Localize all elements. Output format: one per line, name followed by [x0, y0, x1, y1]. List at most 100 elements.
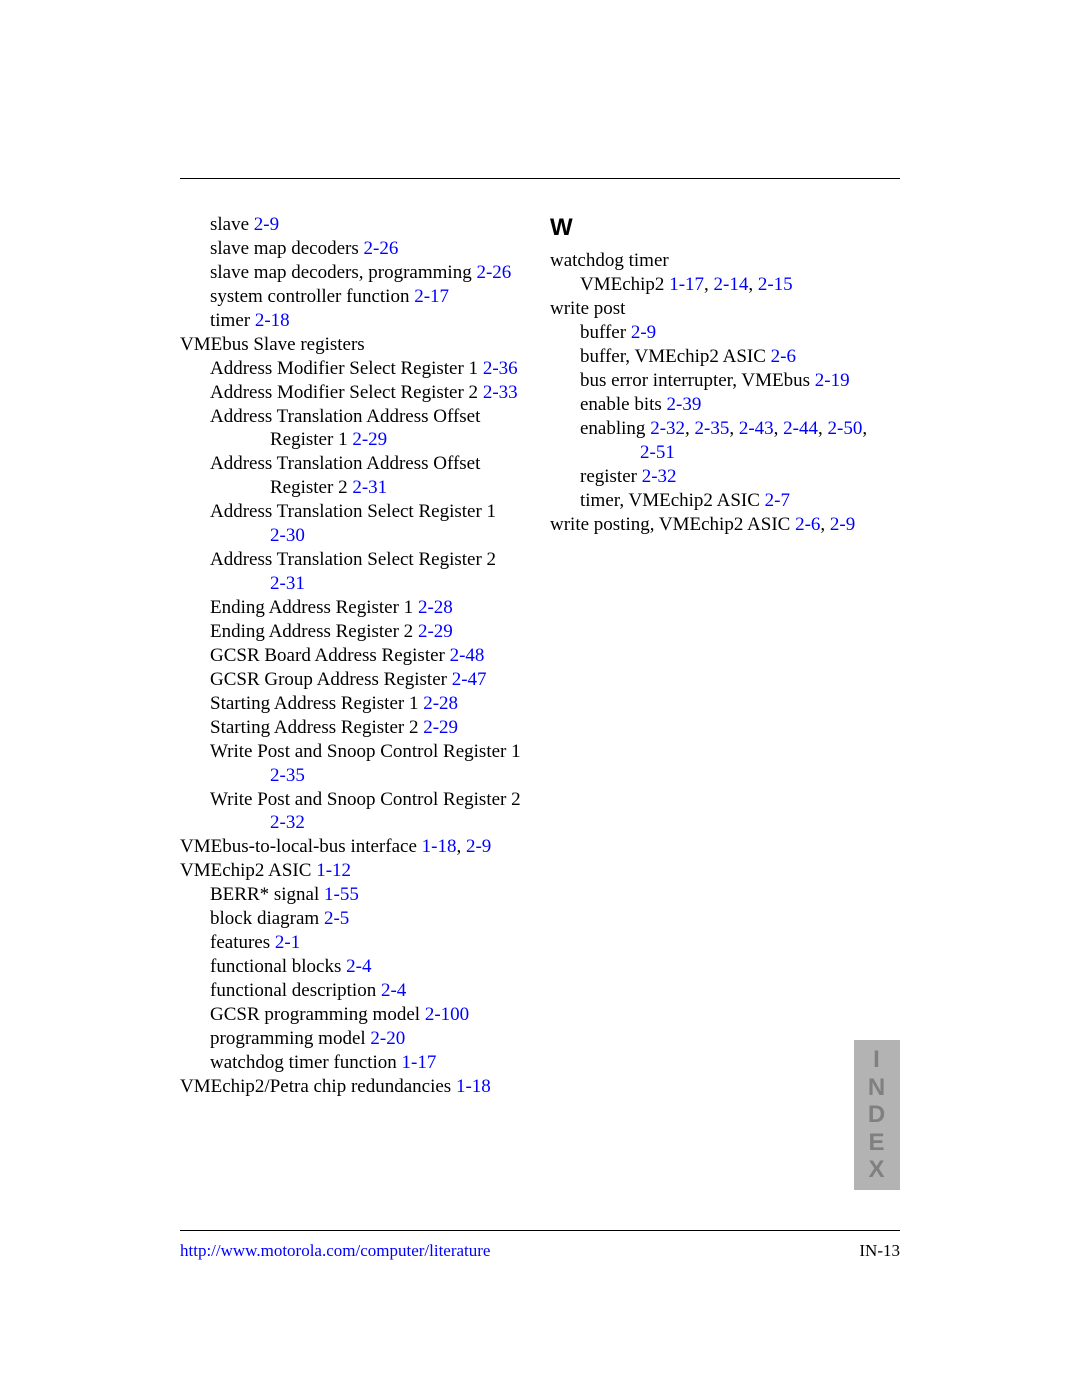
page-ref-link[interactable]: 2-32: [270, 812, 305, 833]
index-text: ,: [818, 418, 828, 439]
page-ref-link[interactable]: 2-26: [476, 262, 511, 283]
index-text: features: [210, 932, 275, 953]
index-entry: Address Translation Address Offset: [210, 405, 530, 429]
page-ref-link[interactable]: 1-12: [316, 860, 351, 881]
index-tab-letter: N: [868, 1074, 886, 1102]
page-ref-link[interactable]: 2-6: [771, 346, 796, 367]
page-ref-link[interactable]: 2-6: [795, 514, 820, 535]
index-entry: Starting Address Register 1 2-28: [210, 692, 530, 716]
page-ref-link[interactable]: 2-47: [452, 669, 487, 690]
page-ref-link[interactable]: 2-4: [381, 980, 406, 1001]
index-text: functional description: [210, 980, 381, 1001]
page-ref-link[interactable]: 2-7: [765, 490, 790, 511]
index-text: Write Post and Snoop Control Register 2: [210, 789, 521, 810]
index-text: Address Translation Address Offset: [210, 406, 480, 427]
index-entry: functional description 2-4: [210, 979, 530, 1003]
index-text: Starting Address Register 2: [210, 717, 423, 738]
index-text: enable bits: [580, 394, 667, 415]
page-ref-link[interactable]: 2-28: [423, 693, 458, 714]
page-ref-link[interactable]: 2-30: [270, 525, 305, 546]
index-text: ,: [456, 836, 466, 857]
footer-url[interactable]: http://www.motorola.com/computer/literat…: [180, 1241, 490, 1261]
index-entry: Starting Address Register 2 2-29: [210, 716, 530, 740]
page-ref-link[interactable]: 2-18: [255, 310, 290, 331]
page-ref-link[interactable]: 2-9: [830, 514, 855, 535]
index-text: Ending Address Register 1: [210, 597, 418, 618]
page-ref-link[interactable]: 2-20: [370, 1028, 405, 1049]
page-ref-link[interactable]: 2-29: [352, 429, 387, 450]
index-column-left: slave 2-9slave map decoders 2-26slave ma…: [180, 213, 530, 1099]
page-ref-link[interactable]: 2-31: [352, 477, 387, 498]
page-ref-link[interactable]: 2-39: [667, 394, 702, 415]
index-entry: block diagram 2-5: [210, 907, 530, 931]
index-entry: timer, VMEchip2 ASIC 2-7: [580, 489, 900, 513]
page-ref-link[interactable]: 2-17: [414, 286, 449, 307]
index-entry: Address Translation Address Offset: [210, 452, 530, 476]
page-ref-link[interactable]: 2-31: [270, 573, 305, 594]
index-tab-letter: X: [868, 1156, 885, 1184]
rule-bottom: [180, 1230, 900, 1231]
page-ref-link[interactable]: 2-35: [695, 418, 730, 439]
index-section-heading: W: [550, 213, 900, 243]
index-entry: slave map decoders, programming 2-26: [210, 261, 530, 285]
page-ref-link[interactable]: 2-19: [815, 370, 850, 391]
page-ref-link[interactable]: 2-29: [423, 717, 458, 738]
page-ref-link[interactable]: 2-9: [631, 322, 656, 343]
page-ref-link[interactable]: 2-50: [828, 418, 863, 439]
page-ref-link[interactable]: 1-55: [324, 884, 359, 905]
index-entry: BERR* signal 1-55: [210, 883, 530, 907]
index-text: Address Translation Select Register 1: [210, 501, 496, 522]
page-ref-link[interactable]: 2-35: [270, 765, 305, 786]
index-entry: Ending Address Register 1 2-28: [210, 596, 530, 620]
index-entry: GCSR Group Address Register 2-47: [210, 668, 530, 692]
index-text: bus error interrupter, VMEbus: [580, 370, 815, 391]
page-ref-link[interactable]: 1-17: [402, 1052, 437, 1073]
footer-page-number: IN-13: [859, 1241, 900, 1261]
page-ref-link[interactable]: 2-14: [714, 274, 749, 295]
index-entry: buffer, VMEchip2 ASIC 2-6: [580, 345, 900, 369]
index-entry: watchdog timer function 1-17: [210, 1051, 530, 1075]
index-entry: enable bits 2-39: [580, 393, 900, 417]
index-text: Address Translation Select Register 2: [210, 549, 496, 570]
page-ref-link[interactable]: 2-36: [483, 358, 518, 379]
page-ref-link[interactable]: 2-28: [418, 597, 453, 618]
index-text: VMEchip2/Petra chip redundancies: [180, 1076, 456, 1097]
index-text: buffer, VMEchip2 ASIC: [580, 346, 771, 367]
index-text: slave map decoders: [210, 238, 364, 259]
index-entry: GCSR programming model 2-100: [210, 1003, 530, 1027]
page-ref-link[interactable]: 2-9: [466, 836, 491, 857]
index-entry: system controller function 2-17: [210, 285, 530, 309]
index-entry: VMEbus-to-local-bus interface 1-18, 2-9: [180, 835, 530, 859]
page-ref-link[interactable]: 2-44: [783, 418, 818, 439]
page-ref-link[interactable]: 2-32: [642, 466, 677, 487]
page-ref-link[interactable]: 2-32: [650, 418, 685, 439]
index-text: watchdog timer function: [210, 1052, 402, 1073]
page-ref-link[interactable]: 2-4: [346, 956, 371, 977]
page-ref-link[interactable]: 2-33: [483, 382, 518, 403]
page-ref-link[interactable]: 2-15: [758, 274, 793, 295]
index-text: Address Translation Address Offset: [210, 453, 480, 474]
index-text: functional blocks: [210, 956, 346, 977]
index-text: VMEbus-to-local-bus interface: [180, 836, 422, 857]
page-ref-link[interactable]: 2-5: [324, 908, 349, 929]
page-ref-link[interactable]: 2-48: [450, 645, 485, 666]
page-ref-link[interactable]: 1-17: [669, 274, 704, 295]
index-entry: programming model 2-20: [210, 1027, 530, 1051]
page-ref-link[interactable]: 2-43: [739, 418, 774, 439]
index-entry: 2-51: [640, 441, 900, 465]
page-ref-link[interactable]: 2-26: [364, 238, 399, 259]
index-entry: buffer 2-9: [580, 321, 900, 345]
page-ref-link[interactable]: 2-1: [275, 932, 300, 953]
page-ref-link[interactable]: 2-100: [425, 1004, 469, 1025]
index-text: programming model: [210, 1028, 370, 1049]
index-text: register: [580, 466, 642, 487]
index-text: VMEbus Slave registers: [180, 334, 365, 355]
index-entry: write posting, VMEchip2 ASIC 2-6, 2-9: [550, 513, 900, 537]
page-ref-link[interactable]: 2-29: [418, 621, 453, 642]
page-ref-link[interactable]: 1-18: [422, 836, 457, 857]
page-ref-link[interactable]: 2-9: [254, 214, 279, 235]
index-text: VMEchip2: [580, 274, 669, 295]
index-entry: VMEchip2 ASIC 1-12: [180, 859, 530, 883]
page-ref-link[interactable]: 1-18: [456, 1076, 491, 1097]
page-ref-link[interactable]: 2-51: [640, 442, 675, 463]
